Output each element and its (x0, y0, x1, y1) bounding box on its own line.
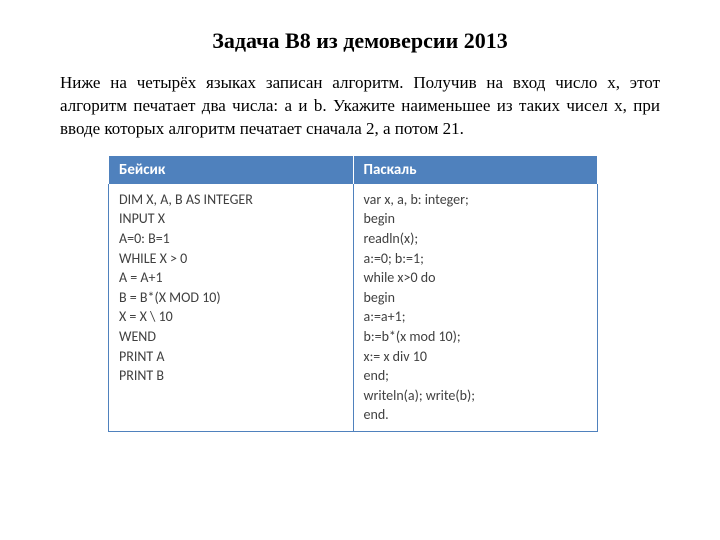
col-header-basic: Бейсик (109, 155, 354, 184)
code-line: X = X \ 10 (119, 307, 343, 327)
code-line: A=0: B=1 (119, 229, 343, 249)
code-line: b:=b*(x mod 10); (364, 327, 588, 347)
pascal-code-cell: var x, a, b: integer;beginreadln(x);a:=0… (353, 184, 598, 432)
basic-code-cell: DIM X, A, B AS INTEGERINPUT XA=0: B=1WHI… (109, 184, 354, 432)
code-line: WHILE X > 0 (119, 249, 343, 269)
code-line: writeln(a); write(b); (364, 386, 588, 406)
code-line: readln(x); (364, 229, 588, 249)
code-line: while x>0 do (364, 268, 588, 288)
code-line: end. (364, 405, 588, 425)
code-line: DIM X, A, B AS INTEGER (119, 190, 343, 210)
code-line: var x, a, b: integer; (364, 190, 588, 210)
code-line: end; (364, 366, 588, 386)
code-line: a:=a+1; (364, 307, 588, 327)
code-line: A = A+1 (119, 268, 343, 288)
code-line: PRINT A (119, 347, 343, 367)
code-line: PRINT B (119, 366, 343, 386)
code-line: a:=0; b:=1; (364, 249, 588, 269)
code-line: x:= x div 10 (364, 347, 588, 367)
page-title: Задача B8 из демоверсии 2013 (60, 28, 660, 54)
code-line: INPUT X (119, 209, 343, 229)
col-header-pascal: Паскаль (353, 155, 598, 184)
code-line: B = B*(X MOD 10) (119, 288, 343, 308)
code-line: begin (364, 288, 588, 308)
problem-description: Ниже на четырёх языках записан алгоритм.… (60, 72, 660, 141)
code-line: begin (364, 209, 588, 229)
code-table: Бейсик Паскаль DIM X, A, B AS INTEGERINP… (108, 155, 598, 432)
code-line: WEND (119, 327, 343, 347)
